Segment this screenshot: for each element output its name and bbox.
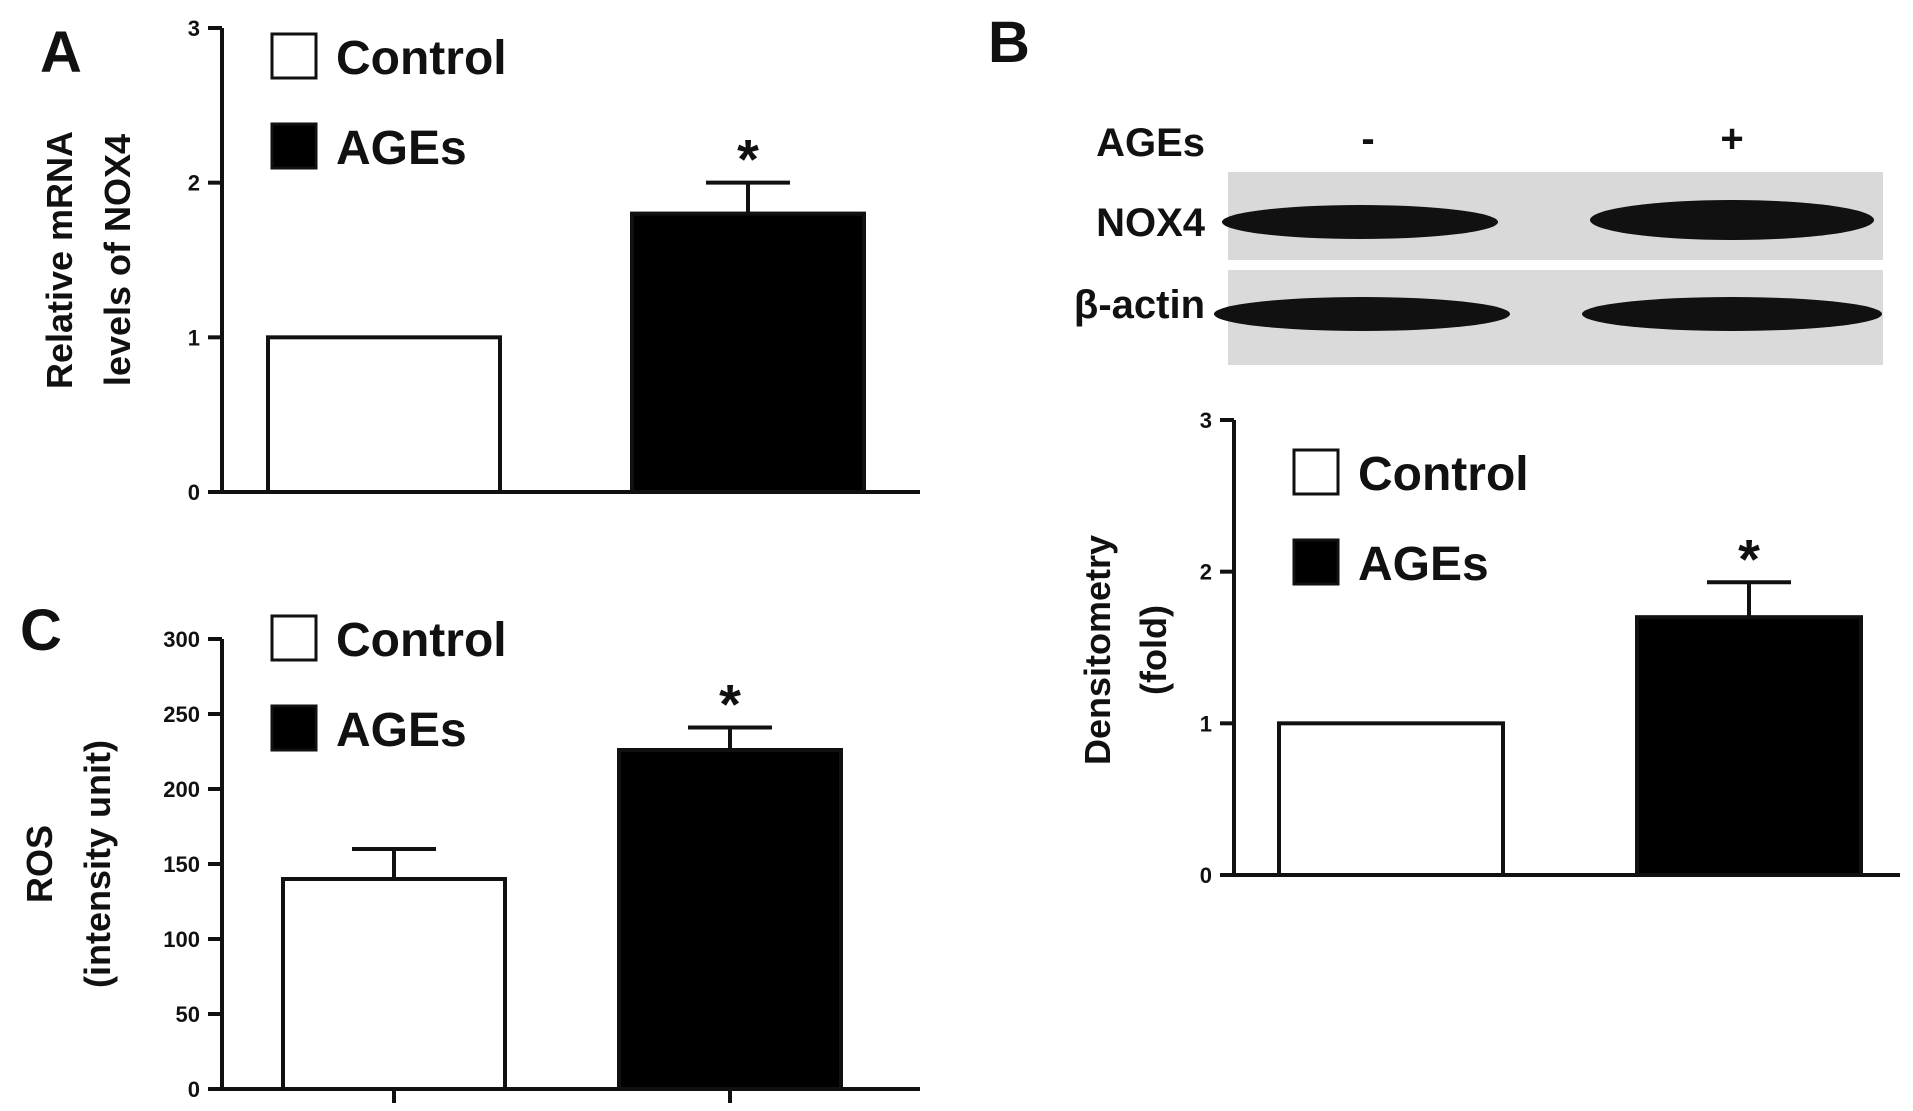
legend-swatch-b-control: [1292, 448, 1340, 496]
bar-b-ages: [1635, 615, 1863, 878]
bar-a-control: [266, 335, 502, 495]
legend-label-c-control: Control: [336, 614, 507, 667]
blot-band-nox4-ages: [1590, 200, 1874, 240]
legend-swatch-b-ages: [1292, 538, 1340, 586]
significance-star-c: *: [719, 673, 741, 736]
y-tick-label-c-1: 50: [176, 1002, 200, 1027]
y-axis-title-a-0: Relative mRNA: [39, 131, 80, 389]
chart-c: 0 50 100 150 200 250 300 ROS (intensity unit) * Co…: [19, 614, 920, 1103]
legend-swatch-c-ages: [270, 704, 318, 752]
y-tick-label-a-1: 1: [188, 325, 200, 350]
y-tick-label-b-1: 1: [1200, 711, 1212, 736]
blot-band-actin-control: [1214, 297, 1510, 331]
y-axis-title-a-1: levels of NOX4: [97, 134, 138, 386]
legend-swatch-a-control: [270, 32, 318, 80]
legend-label-c-ages: AGEs: [336, 704, 467, 757]
blot-row-label-actin: β-actin: [1074, 283, 1205, 327]
chart-a: 0 1 2 3 Relative mRNA levels of NOX4 * Control A…: [39, 16, 920, 505]
panel-letter-a: A: [40, 20, 82, 85]
y-tick-label-b-2: 2: [1200, 560, 1212, 585]
y-tick-label-b-3: 3: [1200, 408, 1212, 433]
y-tick-label-c-0: 0: [188, 1077, 200, 1102]
legend-label-a-control: Control: [336, 32, 507, 85]
legend-swatch-c-control: [270, 614, 318, 662]
blot-row-label-nox4: NOX4: [1096, 201, 1206, 245]
significance-star-a: *: [737, 128, 759, 191]
y-axis-title-b-0: Densitometry: [1077, 535, 1118, 765]
legend-label-b-control: Control: [1358, 448, 1529, 501]
bar-c-ages: [617, 748, 843, 1091]
y-tick-label-a-0: 0: [188, 480, 200, 505]
y-tick-label-a-2: 2: [188, 171, 200, 196]
y-axis-title-c-1: (intensity unit): [77, 740, 118, 988]
chart-b: 0 1 2 3 Densitometry (fold) * Control AGEs: [1077, 408, 1900, 888]
bar-b-control: [1277, 721, 1505, 877]
panel-letter-b: B: [988, 10, 1030, 75]
blot-treatment-label: AGEs: [1096, 121, 1205, 165]
y-tick-label-c-3: 150: [163, 852, 200, 877]
blot-lane-minus: -: [1361, 117, 1374, 161]
y-tick-label-c-6: 300: [163, 627, 200, 652]
significance-star-b: *: [1738, 527, 1760, 590]
legend-label-b-ages: AGEs: [1358, 538, 1489, 591]
y-axis-title-b-1: (fold): [1133, 605, 1174, 695]
panel-letter-c: C: [20, 598, 62, 663]
y-tick-label-c-2: 100: [163, 927, 200, 952]
legend-swatch-a-ages: [270, 122, 318, 170]
y-tick-label-c-5: 250: [163, 702, 200, 727]
blot-lane-plus: +: [1720, 117, 1743, 161]
western-blot: AGEs - + NOX4 β-actin: [1074, 117, 1883, 365]
blot-band-actin-ages: [1582, 297, 1882, 331]
y-tick-label-a-3: 3: [188, 16, 200, 41]
blot-band-nox4-control: [1222, 205, 1498, 239]
bar-c-control: [281, 877, 507, 1091]
y-tick-label-c-4: 200: [163, 777, 200, 802]
bar-a-ages: [630, 211, 866, 494]
y-axis-title-c-0: ROS: [19, 825, 60, 903]
legend-label-a-ages: AGEs: [336, 122, 467, 175]
y-tick-label-b-0: 0: [1200, 863, 1212, 888]
